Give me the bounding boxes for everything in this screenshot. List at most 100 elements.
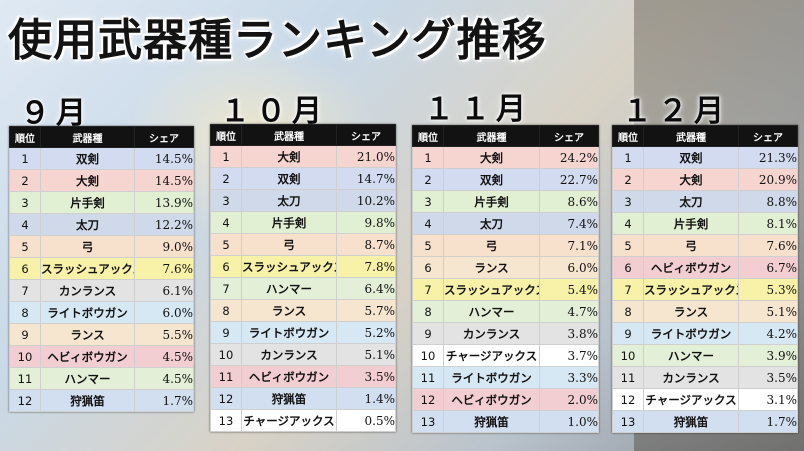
weapon-cell: 弓 [643,234,739,257]
rank-cell: 1 [9,147,41,170]
header-share: シェア [738,125,798,147]
page-title: 使用武器種ランキング推移 [8,15,547,66]
share-cell: 12.2% [134,213,194,236]
weapon-cell: ヘビィボウガン [443,388,540,411]
weapon-cell: 双剣 [643,146,739,169]
table-row: 12 ヘビィボウガン 2.0% [412,388,599,411]
share-cell: 9.8% [336,211,396,234]
share-cell: 1.7% [738,410,798,433]
table-row: 8 ライトボウガン 6.0% [9,301,194,324]
share-cell: 14.5% [134,169,194,192]
weapon-cell: ハンマー [643,344,739,367]
share-cell: 5.3% [738,278,798,301]
weapon-cell: 太刀 [443,212,540,235]
table-row: 7 カンランス 6.1% [9,279,194,302]
ranking-table-sep: 順位 武器種 シェア 1 双剣 14.5% 2 大剣 14.5% 3 片手剣 13.9% 4 太刀 12.2… [9,126,194,412]
table-row: 9 カンランス 3.8% [412,322,599,345]
weapon-cell: 弓 [241,233,337,256]
table-row: 6 スラッシュアックス 7.6% [9,257,194,280]
share-cell: 7.4% [539,212,599,235]
table-row: 9 ライトボウガン 4.2% [612,322,798,345]
rank-cell: 1 [412,146,444,169]
rank-cell: 10 [612,344,644,367]
rank-cell: 2 [210,167,242,190]
share-cell: 6.7% [738,256,798,279]
header-rank: 順位 [210,124,242,146]
rank-cell: 13 [612,410,644,433]
table-row: 3 太刀 10.2% [210,189,396,212]
rank-cell: 13 [412,410,444,433]
rank-cell: 3 [612,190,644,213]
table-row: 6 ヘビィボウガン 6.7% [612,256,798,279]
table-row: 6 ランス 6.0% [412,256,599,279]
rank-cell: 4 [9,213,41,236]
weapon-cell: 太刀 [643,190,739,213]
table-row: 1 大剣 24.2% [412,146,599,169]
weapon-cell: 太刀 [40,213,135,236]
share-cell: 7.8% [336,255,396,278]
share-cell: 6.1% [134,279,194,302]
table-row: 11 ハンマー 4.5% [9,367,194,390]
share-cell: 7.6% [134,257,194,280]
header-weapon: 武器種 [643,125,739,147]
rank-cell: 10 [412,344,444,367]
month-label-sep: ９月 [20,96,92,131]
rank-cell: 4 [412,212,444,235]
header-rank: 順位 [9,126,41,148]
table-row: 8 ランス 5.1% [612,300,798,323]
weapon-cell: 大剣 [241,145,337,168]
table-row: 4 片手剣 9.8% [210,211,396,234]
header-share: シェア [134,126,194,148]
table-row: 2 双剣 22.7% [412,168,599,191]
rank-cell: 7 [612,278,644,301]
weapon-cell: ライトボウガン [40,301,135,324]
rank-cell: 11 [9,367,41,390]
table-row: 5 弓 9.0% [9,235,194,258]
share-cell: 8.6% [539,190,599,213]
share-cell: 1.4% [336,387,396,410]
share-cell: 5.2% [336,321,396,344]
share-cell: 7.6% [738,234,798,257]
header-weapon: 武器種 [443,125,540,147]
share-cell: 3.3% [539,366,599,389]
rank-cell: 4 [210,211,242,234]
header-share: シェア [539,125,599,147]
weapon-cell: ライトボウガン [443,366,540,389]
share-cell: 8.7% [336,233,396,256]
rank-cell: 8 [210,299,242,322]
table-row: 13 狩猟笛 1.0% [412,410,599,433]
table-row: 10 カンランス 5.1% [210,343,396,366]
weapon-cell: ハンマー [443,300,540,323]
table-row: 7 スラッシュアックス 5.4% [412,278,599,301]
weapon-cell: ランス [643,300,739,323]
table-row: 11 ライトボウガン 3.3% [412,366,599,389]
rank-cell: 1 [612,146,644,169]
share-cell: 21.0% [336,145,396,168]
table-row: 9 ランス 5.5% [9,323,194,346]
header-share: シェア [336,124,396,146]
weapon-cell: ランス [443,256,540,279]
table-row: 12 チャージアックス 3.1% [612,388,798,411]
header-rank: 順位 [412,125,444,147]
table-row: 1 大剣 21.0% [210,145,396,168]
share-cell: 4.5% [134,345,194,368]
share-cell: 3.8% [539,322,599,345]
rank-cell: 6 [9,257,41,280]
table-row: 1 双剣 21.3% [612,146,798,169]
share-cell: 6.0% [539,256,599,279]
weapon-cell: ハンマー [40,367,135,390]
weapon-cell: ランス [241,299,337,322]
weapon-cell: 双剣 [443,168,540,191]
weapon-cell: 大剣 [443,146,540,169]
weapon-cell: カンランス [643,366,739,389]
rank-cell: 12 [412,388,444,411]
share-cell: 4.7% [539,300,599,323]
share-cell: 7.1% [539,234,599,257]
share-cell: 22.7% [539,168,599,191]
table-header-row: 順位 武器種 シェア [412,125,599,147]
share-cell: 5.1% [738,300,798,323]
rank-cell: 6 [412,256,444,279]
rank-cell: 8 [412,300,444,323]
table-row: 13 狩猟笛 1.7% [612,410,798,433]
table-header-row: 順位 武器種 シェア [9,126,194,148]
